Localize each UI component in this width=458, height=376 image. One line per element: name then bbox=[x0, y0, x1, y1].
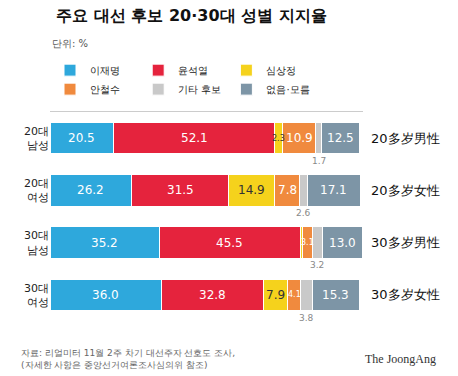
svg-text:7.8: 7.8 bbox=[278, 183, 297, 197]
svg-text:The JoongAng: The JoongAng bbox=[365, 352, 436, 366]
svg-text:안철수: 안철수 bbox=[90, 84, 120, 95]
svg-text:이재명: 이재명 bbox=[90, 65, 120, 76]
svg-text:30대여성: 30대여성 bbox=[24, 282, 49, 309]
svg-text:52.1: 52.1 bbox=[181, 131, 208, 145]
svg-text:20대여성: 20대여성 bbox=[24, 177, 49, 204]
svg-text:주요 대선 후보 20·30대 성별 지지율: 주요 대선 후보 20·30대 성별 지지율 bbox=[56, 6, 326, 25]
svg-text:35.2: 35.2 bbox=[91, 236, 118, 250]
svg-text:2.6: 2.6 bbox=[296, 208, 311, 218]
svg-text:26.2: 26.2 bbox=[77, 183, 104, 197]
svg-text:4.1: 4.1 bbox=[288, 290, 301, 299]
svg-text:31.5: 31.5 bbox=[167, 183, 194, 197]
svg-text:7.9: 7.9 bbox=[266, 288, 285, 302]
svg-text:20多岁女性: 20多岁女性 bbox=[371, 183, 440, 198]
svg-text:15.3: 15.3 bbox=[322, 288, 349, 302]
svg-text:10.9: 10.9 bbox=[286, 131, 313, 145]
svg-text:기타 후보: 기타 후보 bbox=[178, 84, 221, 95]
svg-text:3.2: 3.2 bbox=[310, 260, 324, 270]
svg-text:20.5: 20.5 bbox=[68, 131, 95, 145]
svg-text:13.0: 13.0 bbox=[329, 236, 356, 250]
svg-text:3.1: 3.1 bbox=[301, 238, 314, 247]
svg-text:30대남성: 30대남성 bbox=[24, 229, 49, 256]
svg-text:1.7: 1.7 bbox=[312, 156, 326, 166]
svg-text:자료: 리얼미터 11월 2주 차기 대선주자 선호도 조사: 자료: 리얼미터 11월 2주 차기 대선주자 선호도 조사,(자세한 사항은 … bbox=[21, 348, 235, 370]
svg-text:없음·모름: 없음·모름 bbox=[266, 84, 309, 95]
svg-text:20대남성: 20대남성 bbox=[24, 125, 49, 152]
svg-text:단위: %: 단위: % bbox=[52, 38, 88, 49]
svg-text:32.8: 32.8 bbox=[199, 288, 226, 302]
svg-text:3.8: 3.8 bbox=[299, 313, 314, 323]
svg-text:12.5: 12.5 bbox=[327, 131, 354, 145]
svg-text:17.1: 17.1 bbox=[320, 183, 347, 197]
svg-text:14.9: 14.9 bbox=[238, 183, 265, 197]
svg-text:심상정: 심상정 bbox=[266, 65, 296, 76]
svg-text:45.5: 45.5 bbox=[216, 236, 243, 250]
svg-text:30多岁男性: 30多岁男性 bbox=[371, 235, 440, 250]
svg-text:36.0: 36.0 bbox=[92, 288, 119, 302]
svg-text:윤석열: 윤석열 bbox=[178, 65, 208, 76]
svg-text:30多岁女性: 30多岁女性 bbox=[371, 287, 440, 302]
svg-text:2.3: 2.3 bbox=[272, 134, 285, 143]
svg-text:20多岁男性: 20多岁男性 bbox=[371, 131, 440, 146]
